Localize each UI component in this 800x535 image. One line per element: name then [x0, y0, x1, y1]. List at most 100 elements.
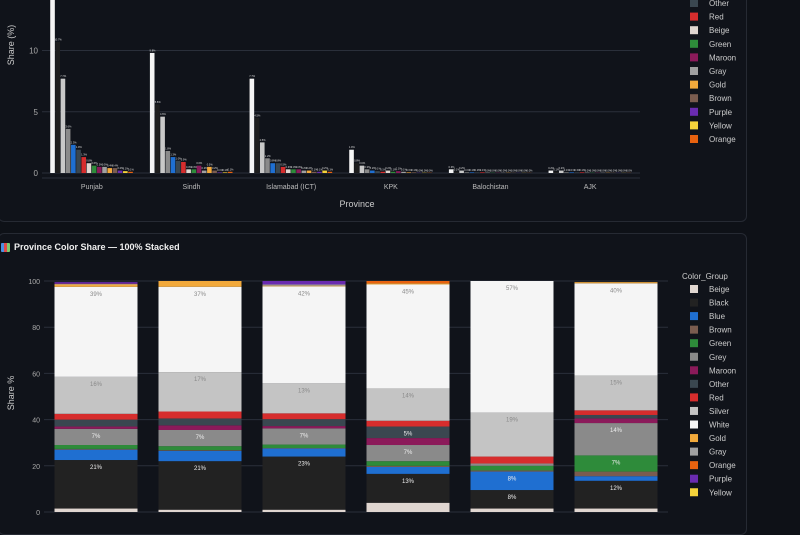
stack-segment-maroon — [367, 438, 450, 445]
segment-label: 8% — [508, 477, 517, 483]
segment-label: 13% — [298, 388, 311, 394]
stack-segment-other — [55, 420, 138, 427]
legend-label: Maroon — [709, 366, 736, 375]
legend-label: Brown — [709, 326, 732, 335]
stack-segment-red — [159, 412, 242, 419]
legend-label: Beige — [709, 285, 730, 294]
legend-label: Red — [709, 393, 724, 402]
stack-segment-white — [159, 287, 242, 372]
stack-segment-white — [55, 287, 138, 377]
legend-swatch — [690, 448, 698, 456]
stack-segment-green — [263, 445, 346, 448]
legend-swatch — [690, 434, 698, 442]
legend-label: Silver — [709, 407, 729, 416]
stack-segment-white — [263, 286, 346, 383]
stack-segment-gold — [159, 281, 242, 287]
stack-segment-gold — [367, 283, 450, 284]
stack-segment-grey — [471, 463, 554, 465]
stack-segment-other — [263, 419, 346, 426]
legend-swatch — [690, 366, 698, 374]
legend-title: Color_Group — [682, 272, 728, 281]
legend-swatch — [690, 299, 698, 307]
y-tick-label: 0 — [36, 510, 40, 517]
segment-label: 7% — [612, 460, 621, 466]
stack-segment-red — [575, 410, 658, 415]
y-tick-label: 60 — [32, 371, 40, 378]
stack-segment-blue — [159, 451, 242, 461]
stack-segment-red — [367, 421, 450, 427]
stack-segment-brown — [471, 470, 554, 471]
segment-label: 21% — [90, 465, 103, 471]
stack-segment-white — [367, 284, 450, 388]
stack-segment-green — [367, 461, 450, 466]
segment-label: 17% — [194, 377, 207, 383]
legend-swatch — [690, 393, 698, 401]
stack-segment-blue — [55, 450, 138, 460]
segment-label: 7% — [196, 435, 205, 441]
legend-label: Grey — [709, 353, 726, 362]
stack-segment-red — [263, 413, 346, 419]
stack-segment-green — [55, 445, 138, 449]
stack-segment-green — [471, 466, 554, 471]
stack-segment-maroon — [159, 425, 242, 430]
legend-swatch — [690, 407, 698, 415]
legend-label: Yellow — [709, 488, 732, 497]
segment-label: 7% — [92, 434, 101, 440]
legend-swatch — [690, 326, 698, 334]
legend-label: Gold — [709, 434, 726, 443]
stack-segment-beige — [367, 503, 450, 512]
stack-segment-maroon — [575, 418, 658, 423]
legend-swatch — [690, 488, 698, 496]
stack-segment-other — [159, 418, 242, 425]
segment-label: 7% — [300, 433, 309, 439]
stack-segment-purple — [55, 282, 138, 284]
legend-swatch — [690, 339, 698, 347]
stack-segment-beige — [575, 509, 658, 512]
segment-label: 16% — [90, 382, 103, 388]
legend-label: Purple — [709, 475, 733, 484]
stack-segment-purple — [263, 281, 346, 284]
y-tick-label: 100 — [28, 279, 40, 286]
stack-segment-maroon — [55, 427, 138, 429]
stack-segment-orange — [367, 281, 450, 283]
stack-segment-gold — [575, 282, 658, 283]
segment-label: 7% — [404, 450, 413, 456]
stack-segment-green — [159, 446, 242, 450]
stack-segment-brown — [575, 472, 658, 477]
y-tick-label: 20 — [32, 464, 40, 471]
stack-segment-beige — [55, 509, 138, 512]
legend-label: Blue — [709, 312, 726, 321]
legend-label: Green — [709, 339, 731, 348]
legend-label: White — [709, 421, 730, 430]
segment-label: 14% — [402, 393, 415, 399]
segment-label: 15% — [610, 381, 623, 387]
legend-label: Gray — [709, 448, 726, 457]
stack-segment-beige — [159, 510, 242, 512]
stack-segment-gray — [263, 284, 346, 285]
segment-label: 42% — [298, 291, 311, 297]
legend-swatch — [690, 312, 698, 320]
stack-segment-blue — [367, 467, 450, 474]
stack-segment-blue — [575, 476, 658, 481]
y-tick-label: 40 — [32, 418, 40, 425]
stack-segment-white — [471, 281, 554, 413]
segment-label: 39% — [90, 292, 103, 298]
stack-segment-red — [55, 414, 138, 420]
legend-swatch — [690, 421, 698, 429]
legend-label: Orange — [709, 461, 736, 470]
legend-swatch — [690, 461, 698, 469]
legend-label: Other — [709, 380, 729, 389]
stack-segment-white — [575, 283, 658, 375]
stack-segment-gold — [55, 284, 138, 286]
segment-label: 5% — [404, 432, 413, 438]
segment-label: 23% — [298, 462, 311, 468]
legend-swatch — [690, 353, 698, 361]
legend-swatch — [690, 475, 698, 483]
stack-segment-other — [575, 415, 658, 418]
stack-segment-brown — [159, 450, 242, 451]
legend-swatch — [690, 285, 698, 293]
segment-label: 57% — [506, 286, 519, 292]
stack-segment-beige — [263, 510, 346, 512]
segment-label: 21% — [194, 466, 207, 472]
